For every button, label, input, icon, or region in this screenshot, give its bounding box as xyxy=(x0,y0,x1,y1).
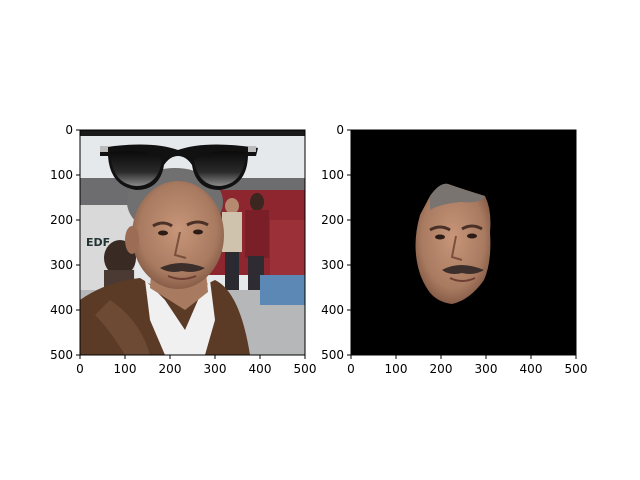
left-x-tick-label: 500 xyxy=(294,362,317,376)
right-photo xyxy=(351,130,576,355)
left-y-tick-label: 0 xyxy=(65,123,73,137)
left-axes-frame xyxy=(79,129,306,356)
left-x-tick-label: 300 xyxy=(204,362,227,376)
left-y-tick-label: 300 xyxy=(50,258,73,272)
sunglasses-overlay xyxy=(100,144,258,190)
right-x-tick-label: 200 xyxy=(430,362,453,376)
left-x-tick-label: 400 xyxy=(249,362,272,376)
right-x-tick-label: 500 xyxy=(565,362,588,376)
right-y-tick-label: 0 xyxy=(336,123,344,137)
right-x-tick-label: 0 xyxy=(347,362,355,376)
right-y-tick-label: 200 xyxy=(321,213,344,227)
svg-text:EDF: EDF xyxy=(86,236,110,249)
left-y-tick-label: 500 xyxy=(50,348,73,362)
right-axes-frame xyxy=(350,129,577,356)
left-photo: EDF xyxy=(80,130,305,355)
right-y-tick-label: 400 xyxy=(321,303,344,317)
right-y-tick-label: 100 xyxy=(321,168,344,182)
left-x-tick-label: 200 xyxy=(159,362,182,376)
left-x-tick-label: 0 xyxy=(76,362,84,376)
left-subplot: EDF xyxy=(50,123,316,376)
left-y-tick-label: 100 xyxy=(50,168,73,182)
right-x-tick-label: 300 xyxy=(475,362,498,376)
right-x-tick-label: 400 xyxy=(520,362,543,376)
right-y-tick-label: 300 xyxy=(321,258,344,272)
left-y-tick-label: 200 xyxy=(50,213,73,227)
right-y-tick-label: 500 xyxy=(321,348,344,362)
left-y-tick-label: 400 xyxy=(50,303,73,317)
left-x-tick-label: 100 xyxy=(114,362,137,376)
right-x-tick-label: 100 xyxy=(385,362,408,376)
